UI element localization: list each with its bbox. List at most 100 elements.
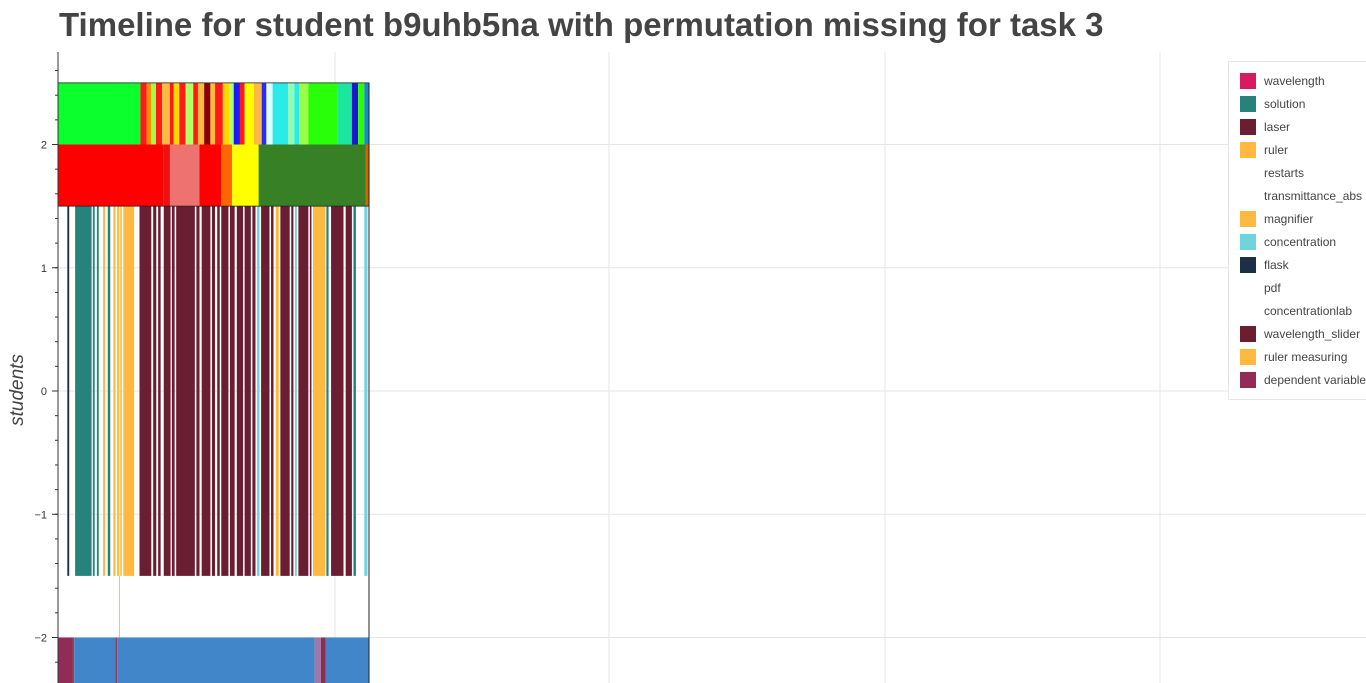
timeline-segment-actions	[75, 206, 92, 576]
timeline-segment-top-state	[266, 82, 273, 145]
timeline-segment-top-state	[261, 82, 267, 145]
legend-label: transmittance_abs	[1264, 189, 1363, 203]
timeline-segment-phase	[258, 144, 366, 207]
legend-item[interactable]: dependent variable	[1240, 371, 1366, 389]
legend-item[interactable]: ruler	[1240, 141, 1288, 159]
timeline-bars	[57, 82, 370, 683]
timeline-segment-ruler-trace	[118, 575, 120, 638]
legend-label: ruler	[1264, 143, 1289, 157]
timeline-segment-actions	[244, 206, 251, 576]
timeline-segment-phase	[169, 144, 200, 207]
timeline-segment-actions	[123, 206, 135, 576]
timeline-segment-phase	[232, 144, 259, 207]
timeline-segment-top-state	[169, 82, 174, 145]
legend-swatch	[1240, 142, 1256, 158]
timeline-segment-actions	[326, 206, 329, 576]
timeline-segment-actions	[92, 206, 95, 576]
timeline-segment-actions	[353, 206, 356, 576]
legend-label: wavelength_slider	[1264, 327, 1361, 341]
timeline-segment-actions	[153, 206, 157, 576]
timeline-segment-top-state	[358, 82, 365, 145]
timeline-segment-actions	[176, 206, 195, 576]
legend-item[interactable]: restarts	[1240, 164, 1304, 182]
timeline-segment-bottom	[74, 637, 116, 683]
legend-swatch	[1240, 96, 1256, 112]
legend-item[interactable]: wavelength_slider	[1240, 325, 1360, 343]
timeline-segment-actions	[158, 206, 161, 576]
timeline-segment-top-state	[272, 82, 289, 145]
y-axis: 2 1 0 −1 −2	[34, 52, 59, 683]
timeline-segment-actions	[298, 206, 309, 576]
timeline-segment-bottom	[115, 637, 118, 683]
legend-swatch	[1240, 188, 1256, 204]
timeline-segment-top-state	[222, 82, 230, 145]
legend-swatch	[1240, 280, 1256, 296]
timeline-segment-phase	[163, 144, 170, 207]
timeline-segment-top-state	[337, 82, 352, 145]
legend-item[interactable]: concentrationlab	[1240, 302, 1352, 320]
timeline-segment-top-state	[173, 82, 180, 145]
timeline-segment-phase	[221, 144, 233, 207]
legend-swatch	[1240, 211, 1256, 227]
timeline-segment-actions	[345, 206, 352, 576]
timeline-segment-bottom	[58, 637, 73, 683]
legend-item[interactable]: wavelength	[1240, 72, 1325, 90]
timeline-segment-actions	[196, 206, 200, 576]
timeline-segment-actions	[257, 206, 260, 576]
y-tick-label: −1	[34, 509, 47, 521]
timeline-segment-top-state	[179, 82, 186, 145]
y-tick-label: −2	[34, 633, 47, 645]
legend-item[interactable]: flask	[1240, 256, 1289, 274]
timeline-segment-top-state	[229, 82, 234, 145]
timeline-segment-bottom	[314, 637, 321, 683]
legend-item[interactable]: concentration	[1240, 233, 1336, 251]
timeline-segment-actions	[211, 206, 216, 576]
legend-item[interactable]: solution	[1240, 95, 1305, 113]
timeline-segment-actions	[309, 206, 312, 576]
timeline-segment-bottom	[320, 637, 326, 683]
timeline-segment-phase	[199, 144, 222, 207]
y-tick-label: 1	[41, 263, 47, 275]
legend-label: magnifier	[1264, 212, 1314, 226]
timeline-segment-top-state	[288, 82, 295, 145]
timeline-segment-actions	[221, 206, 229, 576]
timeline-segment-top-state	[140, 82, 147, 145]
timeline-segment-top-state	[155, 82, 163, 145]
legend-item[interactable]: laser	[1240, 118, 1290, 136]
legend-label: wavelength	[1264, 74, 1325, 88]
legend-label: ruler measuring	[1264, 350, 1348, 364]
timeline-segment-actions	[294, 206, 297, 576]
legend-swatch	[1240, 303, 1256, 319]
timeline-segment-top-state	[351, 82, 359, 145]
legend-item[interactable]: transmittance_abs	[1240, 187, 1362, 205]
legend-swatch	[1240, 349, 1256, 365]
y-axis-label: students	[7, 354, 28, 426]
legend-item[interactable]: pdf	[1240, 279, 1281, 297]
timeline-segment-phase	[58, 144, 164, 207]
timeline-segment-bottom	[325, 637, 369, 683]
legend-item[interactable]: ruler measuring	[1240, 348, 1347, 366]
timeline-segment-actions	[103, 206, 106, 576]
timeline-segment-top-state	[244, 82, 254, 145]
timeline-segment-bottom	[72, 637, 75, 683]
timeline-segment-actions	[275, 206, 279, 576]
legend-item[interactable]: magnifier	[1240, 210, 1313, 228]
timeline-segment-actions	[229, 206, 235, 576]
legend-swatch	[1240, 257, 1256, 273]
timeline-segment-actions	[236, 206, 244, 576]
chart-title: Timeline for student b9uhb5na with permu…	[59, 6, 1104, 43]
timeline-segment-top-state	[215, 82, 223, 145]
legend-label: flask	[1264, 258, 1289, 272]
timeline-segment-top-state	[364, 82, 369, 145]
timeline-segment-actions	[171, 206, 175, 576]
timeline-segment-top-state	[294, 82, 300, 145]
timeline-segment-actions	[96, 206, 99, 576]
timeline-segment-top-state	[193, 82, 198, 145]
timeline-segment-actions	[331, 206, 344, 576]
timeline-segment-actions	[280, 206, 290, 576]
timeline-segment-actions	[163, 206, 171, 576]
timeline-segment-actions	[120, 206, 122, 576]
y-tick-label: 0	[41, 386, 47, 398]
timeline-segment-top-state	[239, 82, 245, 145]
